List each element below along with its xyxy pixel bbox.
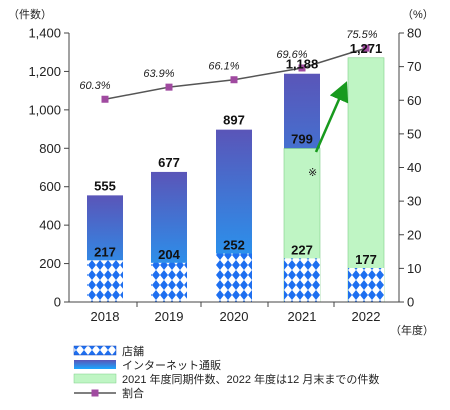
legend-swatch-store (73, 345, 117, 356)
ratio-marker (298, 64, 306, 72)
x-tick-label: 2019 (155, 309, 184, 324)
y-left-tick-label: 600 (39, 179, 61, 194)
ratio-marker (362, 44, 370, 52)
bar-period (347, 57, 385, 303)
y-right-tick-label: 0 (407, 295, 414, 310)
y-left-tick-label: 200 (39, 256, 61, 271)
value-label-ratio: 75.5% (346, 29, 377, 41)
y-right-tick-label: 80 (407, 26, 421, 41)
legend-label-store: 店舗 (122, 344, 144, 358)
ratio-marker (165, 83, 173, 91)
y-left-tick-label: 0 (54, 295, 61, 310)
legend-label-internet: インターネット通販 (122, 359, 221, 372)
x-tick-label: 2020 (220, 309, 249, 324)
legend-swatch-period (73, 373, 117, 384)
y-right-tick-label: 70 (407, 59, 421, 74)
y-right-tick-label: 40 (407, 160, 421, 175)
legend: 店舗 インターネット通販 2021 年度同期件数、2022 年度は12 月末まで… (73, 344, 379, 400)
y-left-label: （件数） (8, 8, 52, 21)
ratio-marker (101, 95, 109, 103)
y-left-tick-label: 1,200 (28, 64, 61, 79)
value-label-ratio: 63.9% (143, 68, 174, 80)
growth-arrow (314, 81, 349, 153)
y-left-ticks: 0 200 400 600 800 1,000 1,200 1,400 (28, 26, 69, 310)
value-label-ratio: 60.3% (79, 80, 110, 92)
y-left-tick-label: 400 (39, 218, 61, 233)
legend-label-period: 2021 年度同期件数、2022 年度は12 月末までの件数 (122, 372, 379, 386)
legend-swatch-internet (74, 360, 116, 369)
value-label-store: 217 (94, 244, 116, 259)
value-label-ratio: 69.6% (276, 49, 307, 61)
value-label-internet: 897 (223, 113, 245, 128)
value-label-internet: 1,188 (286, 57, 319, 72)
bar-store (284, 258, 320, 302)
value-label-store: 204 (158, 247, 180, 262)
value-label-store: 177 (355, 252, 377, 267)
y-right-label: （%） (402, 8, 434, 21)
value-label-internet: 677 (158, 155, 180, 170)
ratio-line-series (101, 44, 370, 103)
ratio-marker (230, 76, 238, 84)
y-right-tick-label: 30 (407, 194, 421, 209)
note-mark: ※ (308, 167, 317, 179)
x-tick-label: 2018 (91, 309, 120, 324)
y-right-tick-label: 20 (407, 227, 421, 242)
y-left-tick-label: 1,000 (28, 102, 61, 117)
legend-label-ratio: 割合 (122, 386, 144, 400)
x-tick-label: 2021 (288, 309, 317, 324)
y-left-tick-label: 1,400 (28, 26, 61, 41)
y-right-tick-label: 50 (407, 126, 421, 141)
bar-store (216, 253, 252, 302)
value-labels: 217 555 60.3% 204 677 63.9% 252 897 66.1% 227 1,18… (79, 29, 382, 267)
axes (68, 33, 400, 303)
y-left-tick-label: 800 (39, 141, 61, 156)
bars (87, 57, 385, 303)
legend-swatch-ratio-marker (91, 389, 99, 397)
y-right-ticks: 0 10 20 30 40 50 60 70 80 (399, 26, 421, 310)
y-right-tick-label: 60 (407, 93, 421, 108)
bar-store (348, 267, 384, 302)
x-axis-ticks: 2018 2019 2020 2021 2022 (91, 302, 381, 324)
y-right-tick-label: 10 (407, 261, 421, 276)
value-label-period: 1,271 (350, 41, 383, 56)
value-label-period: 799 (291, 131, 313, 146)
x-axis-label: （年度） (390, 323, 434, 337)
value-label-store: 227 (291, 242, 313, 257)
bar-store (87, 260, 123, 302)
bar-store (151, 262, 187, 302)
value-label-ratio: 66.1% (208, 61, 239, 73)
x-tick-label: 2022 (352, 309, 381, 324)
value-label-store: 252 (223, 238, 245, 253)
value-label-internet: 555 (94, 178, 116, 193)
